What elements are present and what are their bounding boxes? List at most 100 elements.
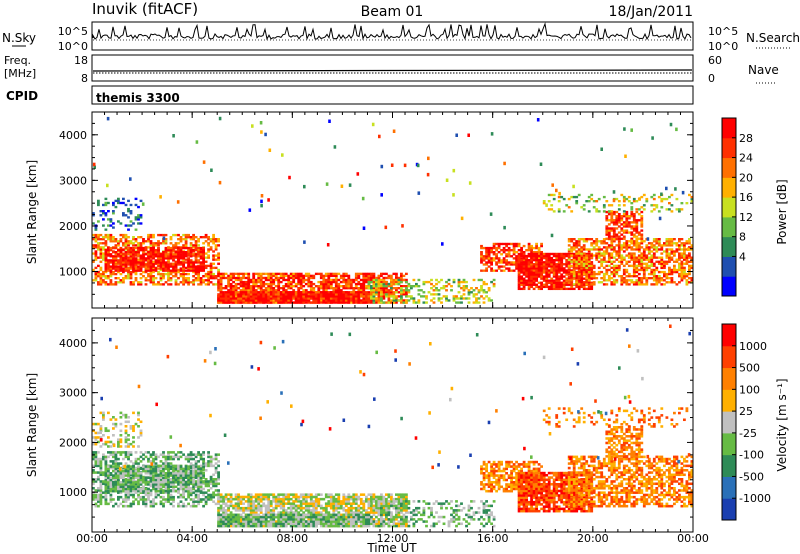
- heatmap-cell-3980: [610, 217, 614, 220]
- heatmap-cell-3982: [610, 213, 614, 216]
- heatmap-cell-2921: [535, 252, 538, 256]
- heatmap-cell-35: [97, 493, 100, 497]
- heatmap-cell-3164: [577, 285, 581, 289]
- heatmap-cell-2640: [497, 259, 501, 262]
- heatmap-cell-971: [154, 259, 158, 262]
- heatmap-cell-3805: [665, 260, 669, 263]
- heatmap-cell-2120: [264, 291, 268, 294]
- heatmap-cell-2276: [337, 299, 341, 302]
- heatmap-cell-420: [167, 462, 170, 465]
- heatmap-cell-55: [99, 238, 103, 241]
- heatmap-cell-2637: [497, 267, 501, 270]
- heatmap-cell-105: [109, 275, 113, 278]
- heatmap-cell-214: [129, 270, 133, 274]
- heatmap-cell-2087: [252, 301, 256, 304]
- heatmap-cell-919: [139, 249, 143, 252]
- heatmap-cell-1257: [239, 285, 243, 288]
- heatmap-cell-2320: [357, 301, 361, 304]
- heatmap-cell-2071: [244, 299, 248, 302]
- scatter-echo-13: [162, 236, 166, 240]
- heatmap-cell-1952: [390, 282, 393, 286]
- heatmap-cell-4065: [635, 231, 639, 234]
- heatmap-cell-206: [127, 242, 130, 245]
- heatmap-cell-89: [107, 283, 110, 286]
- heatmap-cell-3566: [625, 279, 629, 282]
- heatmap-cell-3246: [590, 277, 594, 280]
- heatmap-cell-3803: [665, 272, 669, 276]
- heatmap-cell-1974: [395, 276, 398, 280]
- heatmap-cell-2595: [485, 261, 488, 264]
- heatmap-cell-194: [127, 498, 130, 501]
- heatmap-cell-1522: [294, 272, 298, 276]
- heatmap-cell-2236: [319, 301, 323, 304]
- heatmap-cell-3038: [555, 265, 559, 268]
- heatmap-cell-3920: [685, 262, 689, 265]
- heatmap-cell-3562: [622, 244, 626, 247]
- heatmap-cell-158: [119, 495, 123, 499]
- heatmap-cell-330: [152, 471, 155, 474]
- heatmap-cell-1371: [262, 280, 266, 284]
- heatmap-cell-1182: [222, 276, 225, 280]
- heatmap-cell-1307: [249, 285, 253, 288]
- heatmap-cell-3233: [587, 269, 591, 272]
- heatmap-cell-4145: [617, 204, 621, 207]
- heatmap-cell-882: [132, 267, 135, 270]
- heatmap-cell-4171: [645, 197, 649, 201]
- heatmap-cell-2800: [517, 277, 521, 280]
- heatmap-cell-2262: [329, 293, 333, 296]
- heatmap-cell-3829: [668, 240, 671, 243]
- heatmap-cell-2748: [530, 269, 533, 272]
- heatmap-cell-3823: [668, 256, 671, 259]
- heatmap-cell-273: [142, 495, 145, 499]
- heatmap-cell-2906: [532, 252, 536, 256]
- heatmap-cell-3801: [665, 277, 669, 280]
- heatmap-cell-3757: [655, 246, 659, 249]
- heatmap-cell-2183: [294, 297, 298, 300]
- heatmap-cell-112: [109, 238, 113, 241]
- heatmap-cell-2234: [317, 293, 321, 296]
- heatmap-cell-34: [97, 495, 100, 499]
- heatmap-cell-2908: [535, 283, 538, 286]
- heatmap-cell-2479: [437, 297, 441, 300]
- heatmap-cell-1369: [262, 285, 266, 288]
- heatmap-cell-3506: [612, 248, 616, 251]
- heatmap-cell-1198: [227, 289, 230, 292]
- heatmap-cell-3994: [615, 235, 619, 238]
- heatmap-cell-2287: [342, 297, 346, 300]
- heatmap-cell-107: [109, 270, 113, 274]
- heatmap-cell-2016: [217, 295, 220, 298]
- heatmap-cell-3261: [567, 258, 571, 261]
- heatmap-cell-938: [144, 246, 148, 250]
- heatmap-cell-4035: [625, 217, 629, 220]
- heatmap-cell-4102: [557, 200, 561, 203]
- heatmap-cell-1808: [359, 272, 363, 276]
- heatmap-cell-4153: [625, 197, 629, 201]
- heatmap-cell-3958: [605, 229, 609, 232]
- heatmap-cell-486: [182, 504, 185, 508]
- heatmap-cell-3481: [610, 270, 614, 274]
- heatmap-cell-2490: [445, 299, 448, 302]
- heatmap-cell-39: [97, 475, 100, 479]
- heatmap-cell-1574: [307, 282, 311, 286]
- heatmap-cell-1295: [247, 287, 251, 290]
- heatmap-cell-3356: [585, 270, 589, 274]
- heatmap-cell-2247: [324, 301, 328, 304]
- heatmap-cell-393: [164, 498, 168, 501]
- heatmap-cell-4137: [605, 200, 609, 203]
- heatmap-cell-2797: [517, 283, 521, 286]
- heatmap-cell-2130: [269, 293, 273, 296]
- heatmap-cell-487: [182, 502, 185, 506]
- heatmap-cell-1323: [252, 274, 256, 278]
- heatmap-cell-2488: [442, 287, 446, 290]
- heatmap-cell-3993: [612, 210, 616, 214]
- heatmap-cell-631: [207, 281, 210, 284]
- y-tick-label-3: 4000: [59, 129, 87, 142]
- heatmap-cell-2264: [332, 301, 336, 304]
- heatmap-cell-3346: [582, 248, 586, 251]
- heatmap-cell-361: [157, 272, 160, 276]
- heatmap-cell-1406: [269, 280, 273, 284]
- heatmap-cell-149: [117, 242, 120, 245]
- heatmap-cell-3715: [650, 277, 654, 280]
- heatmap-cell-1928: [385, 287, 388, 290]
- heatmap-cell-1563: [304, 289, 308, 292]
